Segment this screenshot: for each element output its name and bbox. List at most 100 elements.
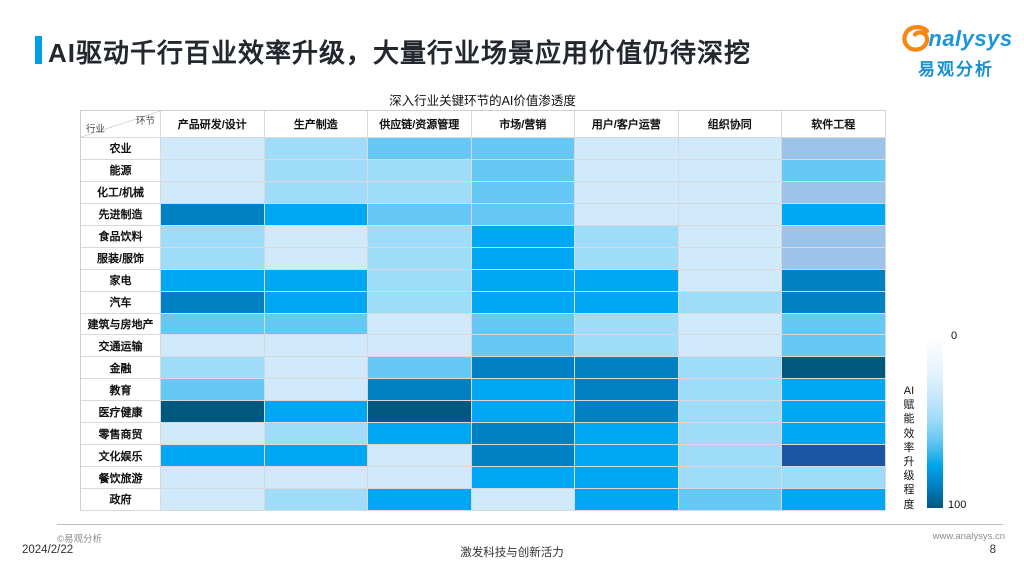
heatmap-cell [161,247,265,270]
heatmap-cell [471,379,575,402]
heatmap-cell [161,291,265,314]
heatmap-cell [782,357,886,380]
analysys-logo: nalysys 易观分析 [893,24,1019,80]
heatmap-cell [575,489,679,511]
heatmap-cell [264,313,368,336]
heatmap-cell [264,247,368,270]
heatmap-cell [575,159,679,182]
heatmap-cell [161,467,265,489]
footer-page-number: 8 [989,544,996,556]
heatmap-cell [471,181,575,204]
heatmap-cell [368,203,472,226]
heatmap-cell [678,159,782,182]
heatmap-cell [264,357,368,380]
heatmap-cell [575,401,679,424]
heatmap-cell [368,379,472,402]
heatmap-cell [471,489,575,511]
heatmap-cell [161,335,265,358]
heatmap-cell [575,138,679,160]
heatmap-cell [575,203,679,226]
heatmap-cell [161,401,265,424]
heatmap-cell [161,181,265,204]
heatmap-cell [678,138,782,160]
heatmap-cell [368,159,472,182]
heatmap-cell [575,445,679,468]
legend-min-value: 0 [951,330,958,342]
column-header: 产品研发/设计 [161,111,265,138]
heatmap-cell [264,467,368,489]
heatmap-table: 环节 行业 产品研发/设计 生产制造 供应链/资源管理 市场/营销 用户/客户运营 组织协同软… [80,110,886,511]
heatmap-cell [575,313,679,336]
row-label: 文化娱乐 [81,445,161,468]
heatmap-cell [678,401,782,424]
heatmap-cell [678,423,782,446]
heatmap-cell [368,489,472,511]
heatmap-cell [264,401,368,424]
heatmap-cell [471,159,575,182]
heatmap-cell [161,159,265,182]
heatmap-cell [471,445,575,468]
heatmap-cell [471,401,575,424]
heatmap-cell [471,291,575,314]
heatmap-cell [471,247,575,270]
row-label: 化工/机械 [81,181,161,204]
heatmap-cell [161,269,265,292]
column-header: 软件工程 [782,111,886,138]
heatmap-cell [471,357,575,380]
heatmap-cell [678,467,782,489]
chart-title: 深入行业关键环节的AI价值渗透度 [389,94,576,108]
heatmap-cell [678,291,782,314]
heatmap-cell [782,445,886,468]
heatmap-cell [368,269,472,292]
heatmap-cell [161,379,265,402]
heatmap-cell [782,291,886,314]
heatmap-cell [678,203,782,226]
footer-slogan: 激发科技与创新活力 [460,547,564,559]
heatmap-cell [575,423,679,446]
heatmap-cell [575,181,679,204]
heatmap-cell [368,445,472,468]
row-label: 零售商贸 [81,423,161,446]
heatmap-cell [368,291,472,314]
heatmap-cell [264,489,368,511]
heatmap-cell [678,247,782,270]
heatmap-cell [264,335,368,358]
row-label: 政府 [81,489,161,511]
logo-swirl-icon [902,25,930,52]
heatmap-cell [575,357,679,380]
footer-website: www.analysys.cn [932,531,1005,542]
heatmap-cell [575,291,679,314]
heatmap-cell [368,357,472,380]
legend-label: AI 赋能效率升级程度 [903,385,915,511]
column-header: 生产制造 [264,111,368,138]
heatmap-cell [264,445,368,468]
row-label: 农业 [81,138,161,160]
heatmap-cell [678,313,782,336]
heatmap-cell [368,335,472,358]
heatmap-cell [782,489,886,511]
heatmap-cell [678,357,782,380]
heatmap-cell [471,423,575,446]
heatmap-cell [161,203,265,226]
logo-wordmark: nalysys [893,24,1019,54]
heatmap-cell [782,335,886,358]
heatmap-cell [782,159,886,182]
heatmap-cell [368,467,472,489]
row-label: 能源 [81,159,161,182]
row-label: 餐饮旅游 [81,467,161,489]
heatmap-cell [264,203,368,226]
heatmap-cell [471,203,575,226]
heatmap-cell [471,269,575,292]
logo-brand-en: nalysys [928,26,1013,51]
legend-gradient-bar [927,337,943,508]
heatmap-cell [782,467,886,489]
heatmap-cell [471,467,575,489]
axis-corner-cell: 环节 行业 [81,111,161,138]
heatmap-cell [471,335,575,358]
footer-date: 2024/2/22 [22,544,74,556]
heatmap-cell [161,313,265,336]
row-label: 教育 [81,379,161,402]
column-header: 组织协同 [678,111,782,138]
heatmap-cell [264,423,368,446]
column-header: 供应链/资源管理 [368,111,472,138]
